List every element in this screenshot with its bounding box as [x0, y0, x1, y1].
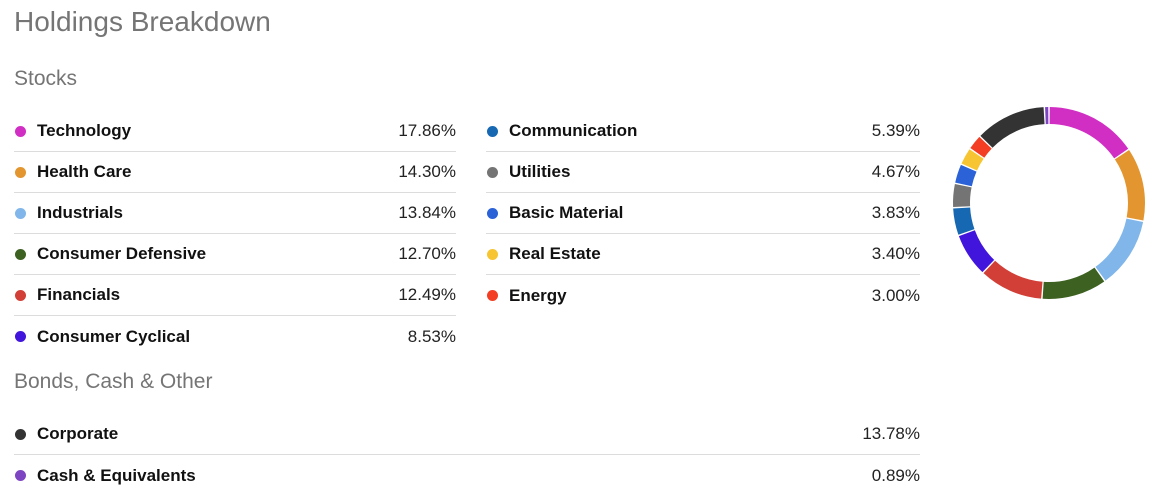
holding-row-health-care: Health Care 14.30% [14, 152, 456, 193]
stocks-list-left: Technology 17.86% Health Care 14.30% Ind… [14, 111, 456, 357]
donut-slice-utilities [953, 184, 972, 207]
donut-slice-financials [983, 260, 1043, 299]
holding-label: Communication [509, 121, 638, 140]
holding-row-cash-equivalents: Cash & Equivalents 0.89% [14, 455, 920, 496]
holding-value: 3.83% [871, 203, 920, 222]
holding-row-financials: Financials 12.49% [14, 275, 456, 316]
technology-legend-dot [15, 125, 26, 137]
holding-value: 13.84% [398, 203, 456, 222]
donut-slice-health-care [1114, 150, 1145, 221]
bonds-section-title: Bonds, Cash & Other [14, 370, 213, 393]
holding-value: 13.78% [862, 424, 920, 443]
bonds-list: Corporate 13.78% Cash & Equivalents 0.89… [14, 414, 920, 496]
donut-slice-cash-equivalents [1045, 107, 1049, 125]
communication-legend-dot [487, 125, 498, 137]
stocks-list-right: Communication 5.39% Utilities 4.67% Basi… [486, 111, 920, 316]
cash-equivalents-legend-dot [15, 470, 26, 481]
holding-label: Basic Material [509, 203, 624, 222]
holding-label: Energy [509, 285, 567, 305]
holding-label: Corporate [37, 424, 119, 443]
holding-value: 12.70% [398, 244, 456, 263]
holding-row-industrials: Industrials 13.84% [14, 193, 456, 234]
donut-slice-real-estate [961, 149, 984, 171]
holding-row-communication: Communication 5.39% [486, 111, 920, 152]
industrials-legend-dot [15, 207, 26, 219]
utilities-legend-dot [487, 166, 498, 178]
holding-value: 4.67% [871, 162, 920, 181]
consumer-defensive-legend-dot [15, 248, 26, 260]
holding-label: Technology [37, 121, 132, 140]
holding-row-technology: Technology 17.86% [14, 111, 456, 152]
donut-slice-corporate [980, 107, 1045, 148]
donut-slice-consumer-cyclical [958, 230, 995, 273]
holding-label: Real Estate [509, 244, 601, 263]
donut-slice-industrials [1095, 218, 1144, 281]
holding-label: Industrials [37, 203, 123, 222]
holdings-donut-chart [953, 107, 1145, 299]
holding-row-energy: Energy 3.00% [486, 275, 920, 316]
donut-slice-energy [970, 136, 992, 158]
holding-label: Consumer Cyclical [37, 326, 191, 346]
holding-value: 5.39% [871, 121, 920, 140]
financials-legend-dot [15, 289, 26, 301]
holding-row-consumer-defensive: Consumer Defensive 12.70% [14, 234, 456, 275]
holding-row-real-estate: Real Estate 3.40% [486, 234, 920, 275]
holding-value: 8.53% [407, 326, 456, 346]
holding-value: 17.86% [398, 121, 456, 140]
basic-material-legend-dot [487, 207, 498, 219]
holding-label: Consumer Defensive [37, 244, 207, 263]
holding-value: 12.49% [398, 285, 456, 304]
holding-row-corporate: Corporate 13.78% [14, 414, 920, 455]
holding-row-basic-material: Basic Material 3.83% [486, 193, 920, 234]
holding-row-consumer-cyclical: Consumer Cyclical 8.53% [14, 316, 456, 357]
holding-label: Utilities [509, 162, 571, 181]
holding-label: Health Care [37, 162, 132, 181]
corporate-legend-dot [15, 428, 26, 440]
donut-slice-technology [1049, 107, 1129, 159]
holding-value: 3.00% [871, 285, 920, 305]
holding-value: 3.40% [871, 244, 920, 263]
consumer-cyclical-legend-dot [15, 331, 26, 342]
health-care-legend-dot [15, 166, 26, 178]
page-title: Holdings Breakdown [14, 6, 271, 37]
holding-label: Cash & Equivalents [37, 465, 196, 485]
donut-slice-consumer-defensive [1042, 267, 1105, 299]
holding-value: 14.30% [398, 162, 456, 181]
donut-slice-basic-material [955, 164, 977, 187]
holding-label: Financials [37, 285, 121, 304]
stocks-section-title: Stocks [14, 67, 78, 90]
energy-legend-dot [487, 290, 498, 301]
holding-row-utilities: Utilities 4.67% [486, 152, 920, 193]
real-estate-legend-dot [487, 248, 498, 260]
holding-value: 0.89% [871, 465, 920, 485]
donut-slice-communication [953, 207, 975, 235]
